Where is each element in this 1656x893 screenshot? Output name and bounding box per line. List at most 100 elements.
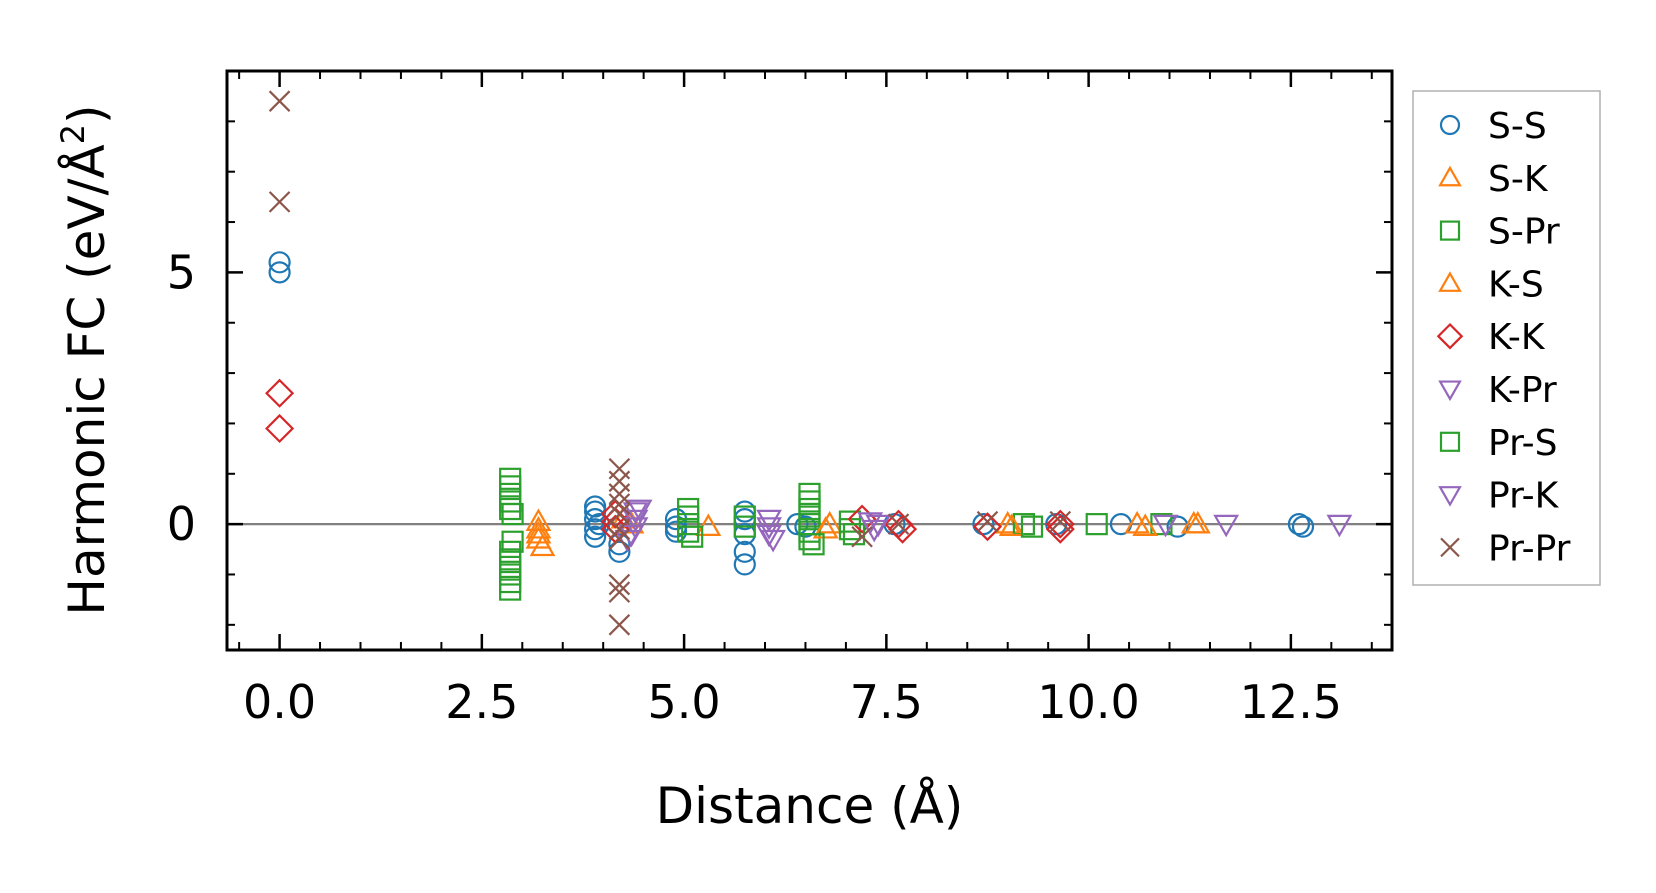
legend-item: Pr-S: [1439, 423, 1557, 464]
data-point: [501, 530, 524, 553]
x-tick-label: 0.0: [243, 675, 316, 729]
data-point: [1020, 515, 1044, 538]
data-points-layer: [265, 90, 1353, 636]
legend-marker: [1436, 322, 1464, 350]
plot-frame: [225, 69, 1394, 652]
data-point: [1012, 513, 1035, 536]
data-point: [525, 515, 552, 539]
data-point: [265, 378, 295, 408]
data-point: [626, 499, 653, 523]
legend-marker: [1439, 220, 1461, 241]
data-point: [851, 525, 873, 548]
data-point: [608, 573, 631, 596]
y-tick-label: 0: [167, 497, 196, 551]
data-point: [1213, 514, 1240, 538]
data-point: [756, 517, 782, 540]
data-point: [887, 513, 910, 535]
legend-item: S-K: [1438, 159, 1549, 200]
data-point: [268, 191, 291, 213]
legend-label: K-S: [1488, 264, 1544, 305]
legend-item: K-K: [1436, 317, 1546, 358]
data-point: [608, 540, 631, 563]
legend-item: K-S: [1438, 264, 1544, 305]
data-point: [268, 261, 291, 284]
data-point: [760, 529, 786, 553]
legend-item: S-Pr: [1439, 212, 1560, 253]
data-point: [608, 503, 631, 525]
x-tick-label: 2.5: [445, 675, 518, 729]
data-point: [802, 533, 825, 556]
data-point: [588, 513, 611, 536]
x-tick-label: 12.5: [1240, 675, 1342, 729]
series-s-pr: [499, 467, 1173, 601]
y-axis-title-main: Harmonic FC (eV/Å: [58, 144, 116, 615]
data-point: [695, 513, 722, 536]
data-point: [733, 540, 756, 563]
tick-labels-layer: 0.0 2.5 5.0 7.5 10.0 12.5 0 5: [167, 245, 1342, 729]
legend-label: K-Pr: [1488, 370, 1557, 411]
data-point: [976, 510, 999, 533]
legend-frame: [1412, 90, 1601, 586]
legend-label: Pr-Pr: [1488, 528, 1571, 569]
data-point: [265, 413, 295, 444]
legend-item: S-S: [1439, 106, 1547, 147]
legend-label: K-K: [1488, 317, 1546, 358]
data-point: [733, 515, 756, 538]
legend-item: K-Pr: [1438, 370, 1557, 411]
data-point: [1045, 509, 1075, 539]
x-axis-title: Distance (Å): [656, 777, 964, 835]
legend-item: Pr-Pr: [1440, 528, 1571, 569]
data-point: [798, 528, 821, 551]
data-point: [608, 483, 631, 505]
legend-item: Pr-K: [1438, 476, 1560, 517]
x-tick-label: 7.5: [850, 675, 923, 729]
data-point: [501, 502, 524, 526]
data-point: [847, 504, 877, 534]
x-tick-label: 10.0: [1037, 675, 1139, 729]
data-point: [681, 525, 704, 548]
data-point: [887, 514, 918, 544]
legend: S-S S-K S-Pr K-S K-K K-Pr Pr-S Pr-K Pr-Pr: [1412, 90, 1601, 586]
data-point: [733, 553, 756, 576]
legend-label: S-K: [1488, 159, 1549, 200]
data-point: [1124, 510, 1151, 534]
y-axis-title: Harmonic FC (eV/Å2): [54, 104, 116, 615]
data-point: [268, 251, 291, 274]
legend-marker: [1440, 537, 1460, 558]
legend-label: S-S: [1488, 106, 1547, 147]
data-point: [1166, 515, 1189, 538]
data-point: [1132, 513, 1159, 536]
data-point: [677, 520, 700, 543]
data-point: [622, 502, 649, 525]
data-point: [1287, 513, 1311, 536]
legend-label: S-Pr: [1488, 212, 1560, 253]
data-point: [608, 614, 631, 636]
legend-marker: [1439, 114, 1461, 136]
data-point: [529, 533, 556, 557]
legend-marker: [1438, 271, 1462, 292]
data-point: [1152, 514, 1179, 538]
legend-marker: [1438, 165, 1462, 187]
y-axis-title-superscript: 2: [54, 124, 92, 144]
x-tick-label: 5.0: [648, 675, 721, 729]
legend-marker: [1438, 486, 1462, 507]
legend-marker: [1439, 431, 1461, 452]
data-point: [1085, 513, 1108, 536]
legend-items: S-S S-K S-Pr K-S K-K K-Pr Pr-S Pr-K Pr-Pr: [1436, 106, 1571, 569]
data-point: [268, 90, 291, 112]
legend-marker: [1438, 380, 1462, 402]
series-pr-pr: [268, 90, 1072, 636]
data-point: [812, 515, 839, 539]
data-point: [1180, 510, 1207, 534]
data-point: [584, 495, 607, 518]
data-point: [998, 513, 1025, 536]
data-point: [972, 512, 1003, 542]
data-point: [584, 518, 607, 541]
data-point: [756, 509, 782, 533]
legend-label: Pr-K: [1488, 476, 1560, 517]
data-point: [664, 520, 688, 543]
data-point: [608, 493, 631, 515]
data-point: [1326, 514, 1353, 538]
data-point: [608, 518, 631, 540]
